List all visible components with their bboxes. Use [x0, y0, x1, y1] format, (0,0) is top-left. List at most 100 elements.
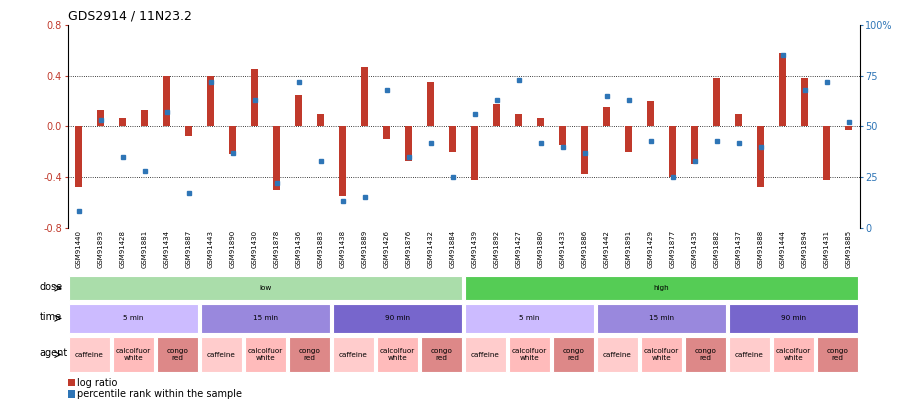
Bar — [801, 78, 808, 126]
Text: GSM91893: GSM91893 — [97, 230, 104, 268]
Text: caffeine: caffeine — [207, 352, 236, 358]
Text: GSM91892: GSM91892 — [493, 230, 500, 268]
Text: congo
red: congo red — [695, 348, 716, 361]
Bar — [729, 304, 859, 333]
Bar — [816, 337, 859, 372]
Bar — [273, 126, 280, 190]
Text: GSM91434: GSM91434 — [164, 230, 169, 268]
Text: high: high — [653, 285, 670, 291]
Text: 15 min: 15 min — [253, 315, 278, 321]
Text: GSM91439: GSM91439 — [472, 230, 478, 268]
Text: dose: dose — [40, 282, 62, 292]
Bar — [729, 337, 770, 372]
Bar — [361, 67, 368, 126]
Text: calcolfuor
white: calcolfuor white — [512, 348, 547, 361]
Text: caffeine: caffeine — [735, 352, 764, 358]
Text: GSM91884: GSM91884 — [449, 230, 455, 268]
Text: GSM91435: GSM91435 — [691, 230, 698, 268]
Bar — [157, 337, 198, 372]
Text: caffeine: caffeine — [603, 352, 632, 358]
Text: caffeine: caffeine — [75, 352, 104, 358]
Bar — [515, 114, 522, 126]
Bar — [294, 95, 302, 126]
Bar — [553, 337, 594, 372]
Bar — [376, 337, 418, 372]
Bar — [250, 69, 258, 126]
Bar — [119, 117, 126, 126]
Bar — [448, 126, 456, 152]
Text: calcolfuor
white: calcolfuor white — [644, 348, 680, 361]
Bar — [471, 126, 479, 179]
Bar — [685, 337, 726, 372]
Bar — [68, 337, 111, 372]
Text: GSM91431: GSM91431 — [824, 230, 830, 268]
Bar — [778, 53, 787, 126]
Text: GSM91890: GSM91890 — [230, 230, 236, 268]
Bar — [580, 126, 589, 175]
Text: GSM91432: GSM91432 — [428, 230, 434, 268]
Bar — [734, 114, 742, 126]
Text: 5 min: 5 min — [123, 315, 144, 321]
Bar — [68, 276, 463, 300]
Text: GSM91428: GSM91428 — [120, 230, 125, 268]
Text: log ratio: log ratio — [77, 377, 118, 388]
Text: GSM91433: GSM91433 — [560, 230, 565, 268]
Text: congo
red: congo red — [299, 348, 320, 361]
Text: GSM91881: GSM91881 — [141, 230, 148, 268]
Text: percentile rank within the sample: percentile rank within the sample — [77, 389, 242, 399]
Bar — [75, 126, 83, 187]
Text: GSM91877: GSM91877 — [670, 230, 676, 268]
Bar — [68, 390, 75, 399]
Bar — [772, 337, 814, 372]
Text: congo
red: congo red — [166, 348, 188, 361]
Bar — [646, 101, 654, 126]
Bar — [201, 337, 242, 372]
Bar — [559, 126, 566, 145]
Text: GSM91442: GSM91442 — [604, 230, 609, 268]
Bar — [140, 110, 148, 126]
Bar — [427, 82, 435, 126]
Text: 5 min: 5 min — [519, 315, 540, 321]
Bar — [229, 126, 237, 154]
Bar — [112, 337, 155, 372]
Bar — [201, 304, 330, 333]
Bar — [641, 337, 682, 372]
Text: GSM91876: GSM91876 — [406, 230, 411, 268]
Bar — [690, 126, 698, 164]
Bar — [625, 126, 633, 152]
Bar — [845, 126, 852, 130]
Text: GSM91440: GSM91440 — [76, 230, 82, 268]
Bar — [464, 337, 507, 372]
Text: GSM91443: GSM91443 — [208, 230, 213, 268]
Text: GSM91430: GSM91430 — [251, 230, 257, 268]
Bar — [420, 337, 463, 372]
Text: congo
red: congo red — [562, 348, 584, 361]
Text: GSM91883: GSM91883 — [318, 230, 323, 268]
Text: calcolfuor
white: calcolfuor white — [116, 348, 151, 361]
Text: calcolfuor
white: calcolfuor white — [248, 348, 284, 361]
Bar — [163, 76, 170, 126]
Bar — [823, 126, 831, 179]
Bar — [68, 304, 198, 333]
Text: calcolfuor
white: calcolfuor white — [380, 348, 415, 361]
Text: calcolfuor
white: calcolfuor white — [776, 348, 811, 361]
Text: GSM91885: GSM91885 — [845, 230, 851, 268]
Bar — [96, 110, 104, 126]
Bar — [333, 337, 374, 372]
Text: GSM91888: GSM91888 — [758, 230, 763, 268]
Bar — [597, 304, 726, 333]
Text: GSM91437: GSM91437 — [735, 230, 742, 268]
Bar — [382, 126, 391, 139]
Bar — [713, 78, 720, 126]
Text: congo
red: congo red — [826, 348, 849, 361]
Text: GSM91886: GSM91886 — [581, 230, 588, 268]
Text: GSM91444: GSM91444 — [779, 230, 786, 268]
Bar — [492, 104, 500, 126]
Text: caffeine: caffeine — [339, 352, 368, 358]
Text: GSM91429: GSM91429 — [647, 230, 653, 268]
Text: GSM91882: GSM91882 — [714, 230, 719, 268]
Text: GSM91427: GSM91427 — [516, 230, 521, 268]
Bar — [603, 107, 610, 126]
Bar — [68, 379, 75, 386]
Text: agent: agent — [40, 347, 68, 358]
